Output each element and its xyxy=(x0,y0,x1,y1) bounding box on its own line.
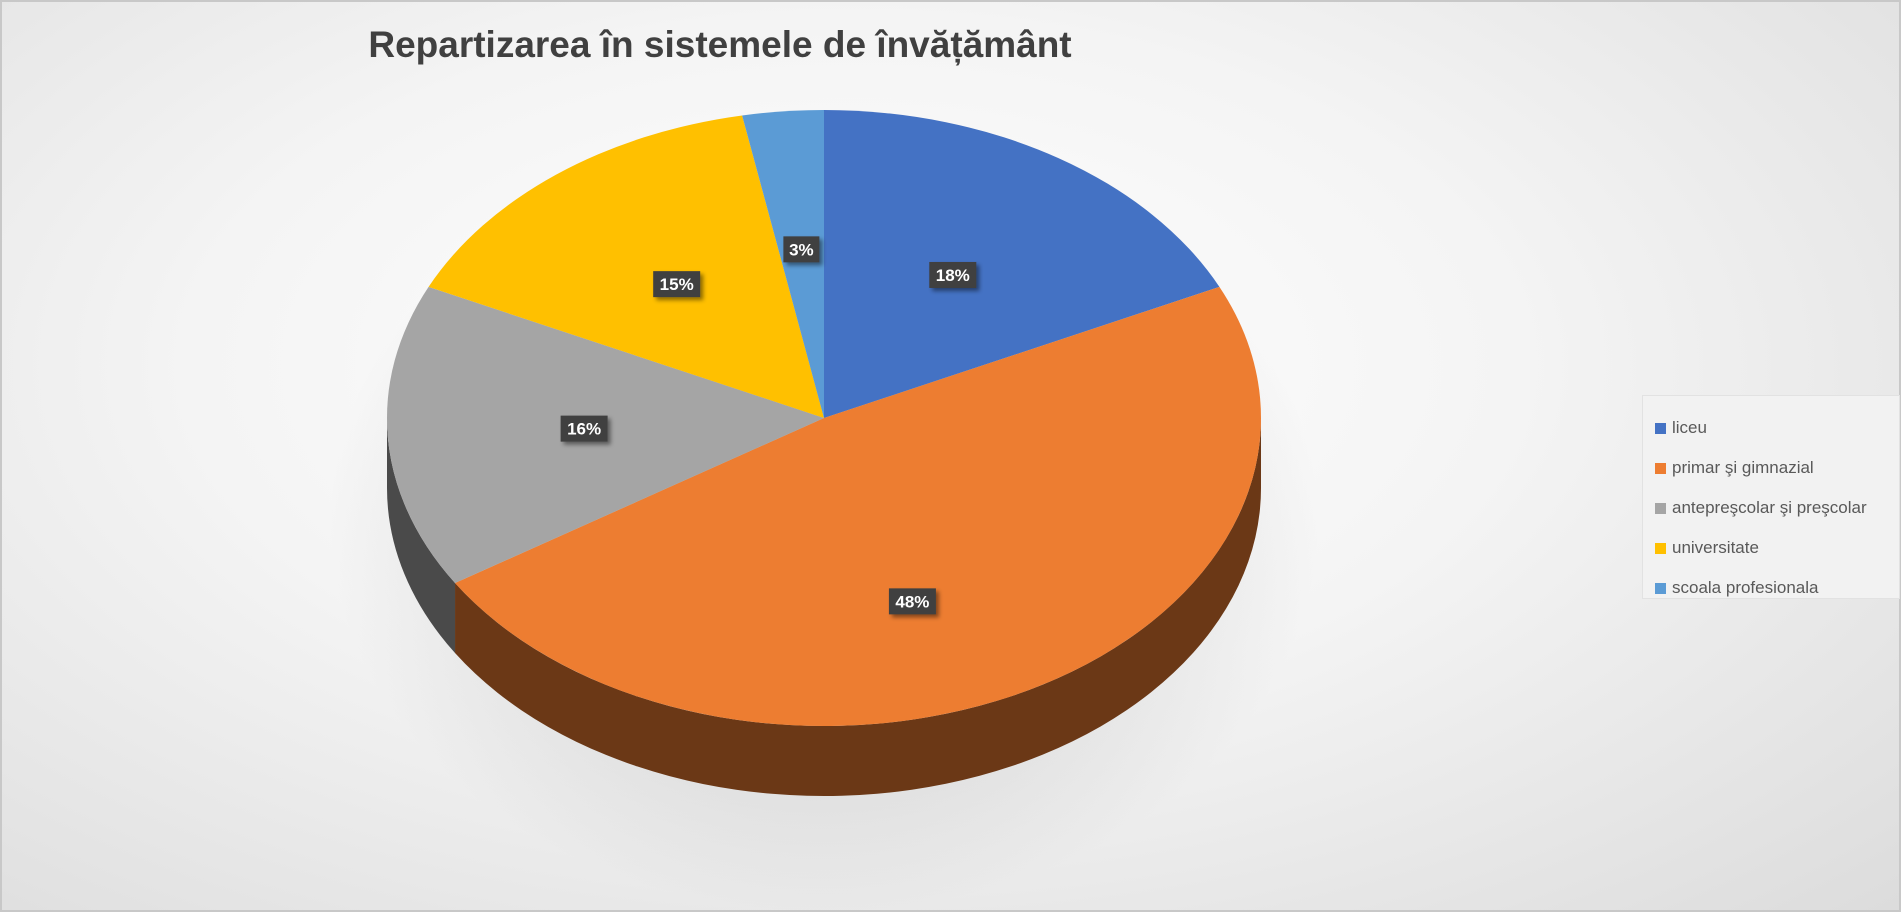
pie-side-primar-si-gimnazial xyxy=(455,418,1261,796)
legend-item-scoala-profesionala: scoala profesionala xyxy=(1655,568,1899,608)
legend-item-primar-si-gimnazial: primar şi gimnazial xyxy=(1655,448,1899,488)
legend-label: antepreşcolar şi preşcolar xyxy=(1672,498,1867,517)
pie-slice-scoala-profesionala xyxy=(742,110,824,418)
svg-text:3%: 3% xyxy=(789,240,814,259)
data-label-universitate: 15% xyxy=(653,271,701,298)
legend-swatch xyxy=(1655,462,1666,474)
pie-slice-liceu xyxy=(824,110,1220,418)
legend-label: scoala profesionala xyxy=(1672,578,1819,597)
legend-swatch xyxy=(1655,582,1666,594)
legend-item-liceu: liceu xyxy=(1655,408,1899,448)
data-label-primar-si-gimnazial: 48% xyxy=(888,588,936,615)
data-label-liceu: 18% xyxy=(929,261,977,288)
svg-text:18%: 18% xyxy=(936,266,970,285)
svg-text:15%: 15% xyxy=(660,275,694,294)
legend-label: liceu xyxy=(1672,418,1707,437)
legend-swatch xyxy=(1655,422,1666,434)
legend-item-universitate: universitate xyxy=(1655,528,1899,568)
legend: liceu primar şi gimnazial antepreşcolar şi… xyxy=(1642,395,1900,599)
data-label-scoala-profesionala: 3% xyxy=(783,236,820,263)
pie-slice-primar-si-gimnazial xyxy=(455,286,1261,726)
data-label-anteprescolar-si-prescolar: 16% xyxy=(560,415,608,442)
svg-text:48%: 48% xyxy=(895,592,929,611)
legend-label: primar şi gimnazial xyxy=(1672,458,1814,477)
pie-slice-universitate xyxy=(428,115,824,418)
legend-swatch xyxy=(1655,542,1666,554)
legend-item-anteprescolar-si-prescolar: antepreşcolar şi preşcolar xyxy=(1655,488,1899,528)
pie-side-anteprescolar-si-prescolar xyxy=(387,418,456,654)
legend-swatch xyxy=(1655,502,1666,514)
svg-text:16%: 16% xyxy=(567,420,601,439)
legend-label: universitate xyxy=(1672,538,1759,557)
chart-title: Repartizarea în sistemele de învățământ xyxy=(368,24,1072,65)
